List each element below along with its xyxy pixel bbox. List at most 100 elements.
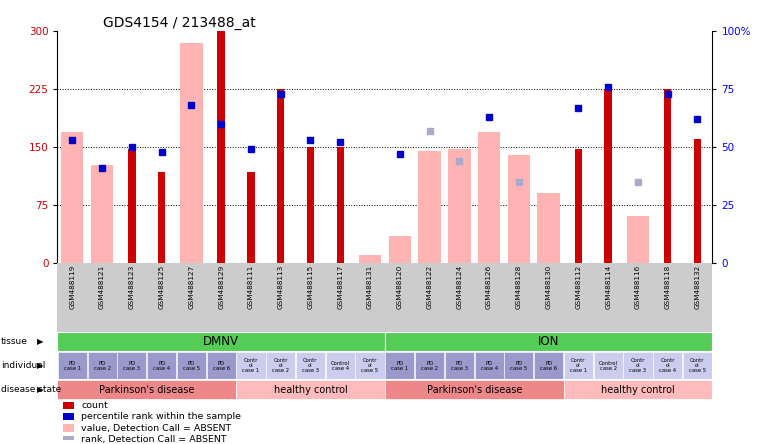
Bar [207,353,236,379]
Text: GSM488111: GSM488111 [248,265,254,309]
Text: PD
case 5: PD case 5 [183,361,200,371]
Bar [206,263,236,332]
Text: GSM488125: GSM488125 [159,265,165,309]
Bar [296,263,326,332]
Text: PD
case 4: PD case 4 [153,361,170,371]
Text: GSM488112: GSM488112 [575,265,581,309]
Bar [385,353,414,379]
Text: GSM488120: GSM488120 [397,265,403,309]
Bar [414,263,444,332]
Bar [683,353,712,379]
Bar [534,353,563,379]
Text: GSM488119: GSM488119 [70,265,75,309]
Bar [474,353,504,379]
Bar [91,165,113,263]
Bar [564,353,593,379]
Text: DMNV: DMNV [203,335,239,348]
Text: GSM488121: GSM488121 [99,265,105,309]
Text: GSM488130: GSM488130 [545,265,552,309]
Bar [296,353,325,379]
Bar [147,263,176,332]
Bar [57,353,87,379]
Bar [415,353,444,379]
Text: GSM488122: GSM488122 [427,265,433,309]
Bar [57,380,236,399]
Bar [236,263,266,332]
Text: Contr
ol
case 1: Contr ol case 1 [570,358,587,373]
Text: tissue: tissue [1,337,28,346]
Bar [448,148,470,263]
Text: Contr
ol
case 3: Contr ol case 3 [302,358,319,373]
Text: individual: individual [1,361,45,370]
Text: Control
case 4: Control case 4 [331,361,350,371]
Text: GSM488118: GSM488118 [665,265,671,309]
Text: GSM488128: GSM488128 [516,265,522,309]
Text: Contr
ol
case 2: Contr ol case 2 [272,358,290,373]
Bar [653,353,683,379]
Text: GDS4154 / 213488_at: GDS4154 / 213488_at [103,16,256,30]
Bar [57,263,87,332]
Text: Control
case 2: Control case 2 [599,361,617,371]
Text: PD
case 1: PD case 1 [64,361,81,371]
Text: GSM488123: GSM488123 [129,265,135,309]
Text: Parkinson's disease: Parkinson's disease [99,385,195,395]
Bar [664,89,672,263]
Bar [61,131,83,263]
Bar [478,131,500,263]
Text: PD
case 5: PD case 5 [510,361,528,371]
Text: PD
case 6: PD case 6 [213,361,230,371]
Text: GSM488116: GSM488116 [635,265,641,309]
Text: GSM488124: GSM488124 [457,265,463,309]
Bar [624,353,653,379]
Text: GSM488113: GSM488113 [278,265,283,309]
Text: PD
case 3: PD case 3 [451,361,468,371]
Bar [683,263,712,332]
Text: GSM488126: GSM488126 [486,265,492,309]
Bar [538,193,560,263]
Text: PD
case 1: PD case 1 [391,361,408,371]
Bar [355,353,385,379]
Bar [158,172,165,263]
Bar [63,436,74,443]
Bar [508,155,530,263]
Text: PD
case 4: PD case 4 [480,361,498,371]
Bar [623,263,653,332]
Text: ▶: ▶ [38,337,44,346]
Bar [247,172,254,263]
Text: count: count [81,401,108,410]
Bar [694,139,701,263]
Bar [564,380,712,399]
Bar [445,353,474,379]
Text: Contr
ol
case 4: Contr ol case 4 [660,358,676,373]
Bar [574,148,582,263]
Bar [385,263,414,332]
Bar [236,380,385,399]
Text: GSM488115: GSM488115 [307,265,313,309]
Bar [117,263,147,332]
Text: healthy control: healthy control [273,385,347,395]
Bar [277,89,284,263]
Bar [147,353,176,379]
Text: ▶: ▶ [38,361,44,370]
Bar [266,353,296,379]
Bar [63,424,74,432]
Bar [418,151,440,263]
Bar [388,236,411,263]
Bar [355,263,385,332]
Bar [358,255,381,263]
Bar [336,147,344,263]
Text: GSM488114: GSM488114 [605,265,611,309]
Bar [594,353,623,379]
Text: ION: ION [538,335,559,348]
Bar [237,353,266,379]
Bar [180,43,202,263]
Bar [87,353,116,379]
Text: disease state: disease state [1,385,61,394]
Bar [306,147,314,263]
Bar [128,149,136,263]
Text: percentile rank within the sample: percentile rank within the sample [81,412,241,421]
Text: Contr
ol
case 3: Contr ol case 3 [630,358,647,373]
Text: Contr
ol
case 5: Contr ol case 5 [362,358,378,373]
Bar [627,217,649,263]
Text: GSM488132: GSM488132 [695,265,700,309]
